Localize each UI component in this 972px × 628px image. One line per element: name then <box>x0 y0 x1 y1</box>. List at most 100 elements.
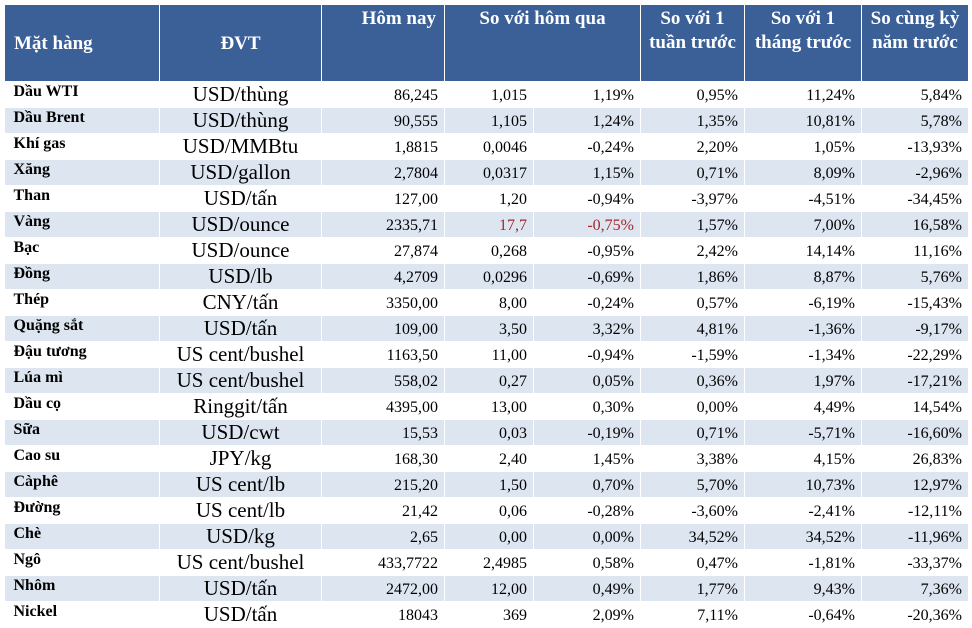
table-row: Sữa USD/cwt 15,53 0,03 -0,19% 0,71% -5,71% -16,… <box>4 419 969 446</box>
change-vs-month: -4,51% <box>744 185 862 212</box>
change-vs-week: 0,71% <box>640 159 745 186</box>
unit-cell: USD/ounce <box>159 237 322 264</box>
unit-cell: USD/thùng <box>159 107 322 134</box>
change-vs-month: 14,14% <box>744 237 862 264</box>
change-pct-vs-yesterday: -0,19% <box>533 419 641 446</box>
price-today: 215,20 <box>321 471 445 498</box>
price-today: 127,00 <box>321 185 445 212</box>
change-vs-yesterday: 0,27 <box>444 367 534 394</box>
table-row: Đường US cent/lb 21,42 0,06 -0,28% -3,60% -2,4… <box>4 497 969 524</box>
table-row: Ngô US cent/bushel 433,7722 2,4985 0,58% 0,47… <box>4 549 969 576</box>
change-pct-vs-yesterday: -0,95% <box>533 237 641 264</box>
change-pct-vs-yesterday: 0,70% <box>533 471 641 498</box>
table-row: Than USD/tấn 127,00 1,20 -0,94% -3,97% -4,51% -… <box>4 185 969 212</box>
commodity-name: Sữa <box>4 419 160 446</box>
change-vs-month: 9,43% <box>744 575 862 602</box>
change-pct-vs-yesterday: 0,49% <box>533 575 641 602</box>
unit-cell: US cent/lb <box>159 497 322 524</box>
unit-cell: USD/tấn <box>159 601 322 628</box>
unit-cell: US cent/lb <box>159 471 322 498</box>
change-vs-year: -15,43% <box>861 289 969 316</box>
change-vs-month: 1,97% <box>744 367 862 394</box>
unit-cell: USD/tấn <box>159 185 322 212</box>
commodity-name: Thép <box>4 289 160 316</box>
unit-cell: USD/gallon <box>159 159 322 186</box>
change-vs-week: 34,52% <box>640 523 745 550</box>
commodity-price-table: Mặt hàng ĐVT Hôm nay So với hôm qua So v… <box>4 4 969 628</box>
change-vs-yesterday: 17,7 <box>444 211 534 238</box>
header-unit: ĐVT <box>159 4 322 82</box>
change-vs-week: -3,60% <box>640 497 745 524</box>
change-vs-year: 12,97% <box>861 471 969 498</box>
commodity-name: Nhôm <box>4 575 160 602</box>
price-today: 2472,00 <box>321 575 445 602</box>
change-vs-year: -22,29% <box>861 341 969 368</box>
change-pct-vs-yesterday: 1,19% <box>533 81 641 108</box>
change-vs-yesterday: 0,0046 <box>444 133 534 160</box>
table-row: Khí gas USD/MMBtu 1,8815 0,0046 -0,24% 2,20% 1… <box>4 133 969 160</box>
change-vs-year: 5,76% <box>861 263 969 290</box>
table-row: Đồng USD/lb 4,2709 0,0296 -0,69% 1,86% 8,87% 5,… <box>4 263 969 290</box>
change-vs-year: 14,54% <box>861 393 969 420</box>
change-vs-year: -16,60% <box>861 419 969 446</box>
price-today: 1,8815 <box>321 133 445 160</box>
change-pct-vs-yesterday: 2,09% <box>533 601 641 628</box>
header-commodity: Mặt hàng <box>4 4 160 82</box>
unit-cell: USD/ounce <box>159 211 322 238</box>
table-row: Lúa mì US cent/bushel 558,02 0,27 0,05% 0,36%… <box>4 367 969 394</box>
change-vs-week: 0,95% <box>640 81 745 108</box>
change-pct-vs-yesterday: 0,00% <box>533 523 641 550</box>
change-vs-year: -9,17% <box>861 315 969 342</box>
table-row: Xăng USD/gallon 2,7804 0,0317 1,15% 0,71% 8,09… <box>4 159 969 186</box>
change-vs-yesterday: 0,00 <box>444 523 534 550</box>
price-today: 1163,50 <box>321 341 445 368</box>
change-pct-vs-yesterday: -0,94% <box>533 341 641 368</box>
table-row: Đậu tương US cent/bushel 1163,50 11,00 -0,94… <box>4 341 969 368</box>
commodity-name: Đậu tương <box>4 341 160 368</box>
change-vs-week: 0,71% <box>640 419 745 446</box>
change-vs-year: 26,83% <box>861 445 969 472</box>
change-vs-year: -33,37% <box>861 549 969 576</box>
commodity-name: Lúa mì <box>4 367 160 394</box>
commodity-name: Dầu WTI <box>4 81 160 108</box>
price-today: 558,02 <box>321 367 445 394</box>
unit-cell: US cent/bushel <box>159 341 322 368</box>
change-vs-yesterday: 8,00 <box>444 289 534 316</box>
change-vs-week: 3,38% <box>640 445 745 472</box>
change-vs-month: -1,36% <box>744 315 862 342</box>
price-today: 18043 <box>321 601 445 628</box>
change-pct-vs-yesterday: 0,58% <box>533 549 641 576</box>
change-vs-month: -6,19% <box>744 289 862 316</box>
change-vs-month: 34,52% <box>744 523 862 550</box>
change-vs-year: -17,21% <box>861 367 969 394</box>
change-vs-month: 11,24% <box>744 81 862 108</box>
table-row: Dầu WTI USD/thùng 86,245 1,015 1,19% 0,95% 11,… <box>4 81 969 108</box>
change-vs-week: 1,35% <box>640 107 745 134</box>
commodity-name: Than <box>4 185 160 212</box>
commodity-name: Vàng <box>4 211 160 238</box>
price-today: 21,42 <box>321 497 445 524</box>
change-vs-month: -2,41% <box>744 497 862 524</box>
commodity-name: Xăng <box>4 159 160 186</box>
change-vs-yesterday: 0,268 <box>444 237 534 264</box>
unit-cell: Ringgit/tấn <box>159 393 322 420</box>
change-vs-year: 16,58% <box>861 211 969 238</box>
commodity-name: Đường <box>4 497 160 524</box>
change-vs-yesterday: 0,0317 <box>444 159 534 186</box>
change-vs-year: 5,84% <box>861 81 969 108</box>
change-vs-year: -2,96% <box>861 159 969 186</box>
commodity-name: Dầu cọ <box>4 393 160 420</box>
change-vs-week: 5,70% <box>640 471 745 498</box>
change-vs-week: 0,47% <box>640 549 745 576</box>
change-vs-yesterday: 13,00 <box>444 393 534 420</box>
change-vs-week: -3,97% <box>640 185 745 212</box>
header-vs-yesterday: So với hôm qua <box>444 4 641 82</box>
table-row: Chè USD/kg 2,65 0,00 0,00% 34,52% 34,52% -11,96… <box>4 523 969 550</box>
price-today: 27,874 <box>321 237 445 264</box>
table-row: Dầu Brent USD/thùng 90,555 1,105 1,24% 1,35% 1… <box>4 107 969 134</box>
change-vs-yesterday: 11,00 <box>444 341 534 368</box>
change-vs-week: 2,42% <box>640 237 745 264</box>
table-row: Quặng sắt USD/tấn 109,00 3,50 3,32% 4,81% -1,3… <box>4 315 969 342</box>
unit-cell: USD/thùng <box>159 81 322 108</box>
change-vs-week: 0,57% <box>640 289 745 316</box>
